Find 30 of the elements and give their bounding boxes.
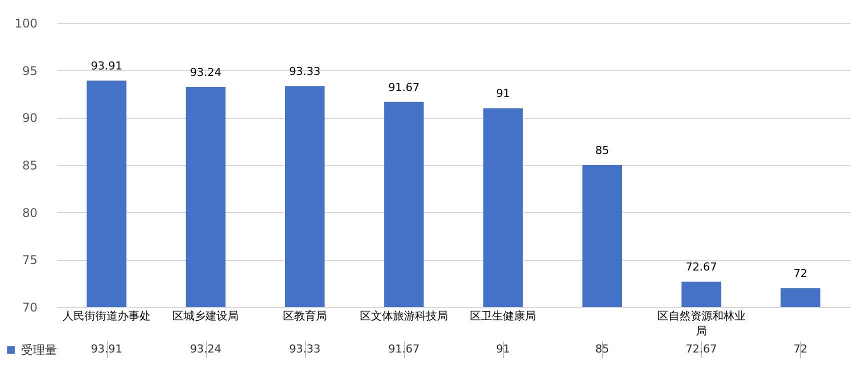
y-tick-label: 80 bbox=[22, 206, 38, 220]
text: 93.24 bbox=[190, 66, 222, 79]
text: 93.91 bbox=[90, 60, 122, 73]
data-label: 85 bbox=[595, 342, 610, 356]
data-label: 72.67 bbox=[686, 342, 718, 356]
data-label: 91.67 bbox=[388, 342, 420, 356]
data-label: 91 bbox=[496, 342, 510, 356]
data-label: 93.24 bbox=[190, 342, 222, 356]
y-tick-label: 90 bbox=[22, 111, 38, 126]
x-tick-label: 区城乡建设局 bbox=[172, 310, 239, 322]
x-tick-label: 人民街街道办事处 bbox=[62, 310, 151, 322]
y-tick-label: 85 bbox=[22, 158, 38, 172]
text: 85 bbox=[595, 144, 610, 157]
y-tick-label: 100 bbox=[14, 16, 38, 30]
y-tick-label: 75 bbox=[22, 253, 38, 268]
x-tick-label: 区卫生健康局 bbox=[470, 310, 536, 322]
text: 72 bbox=[793, 267, 808, 280]
data-label: 93.91 bbox=[90, 342, 122, 356]
text: 91.67 bbox=[388, 80, 420, 94]
text: 72.67 bbox=[686, 260, 718, 274]
x-tick-label: 区教育局 bbox=[282, 310, 327, 322]
text: 91 bbox=[496, 87, 510, 100]
data-label: 72 bbox=[793, 342, 808, 356]
x-tick-label: 区文体旅游科技局 bbox=[360, 310, 448, 322]
legend-label: 受理量 bbox=[21, 343, 57, 357]
y-tick-label: 95 bbox=[22, 64, 38, 78]
y-tick-label: 70 bbox=[22, 300, 38, 314]
text: 93.33 bbox=[289, 65, 321, 78]
x-tick-label: 区自然资源和林业局 bbox=[657, 310, 746, 338]
data-label: 93.33 bbox=[289, 342, 321, 356]
